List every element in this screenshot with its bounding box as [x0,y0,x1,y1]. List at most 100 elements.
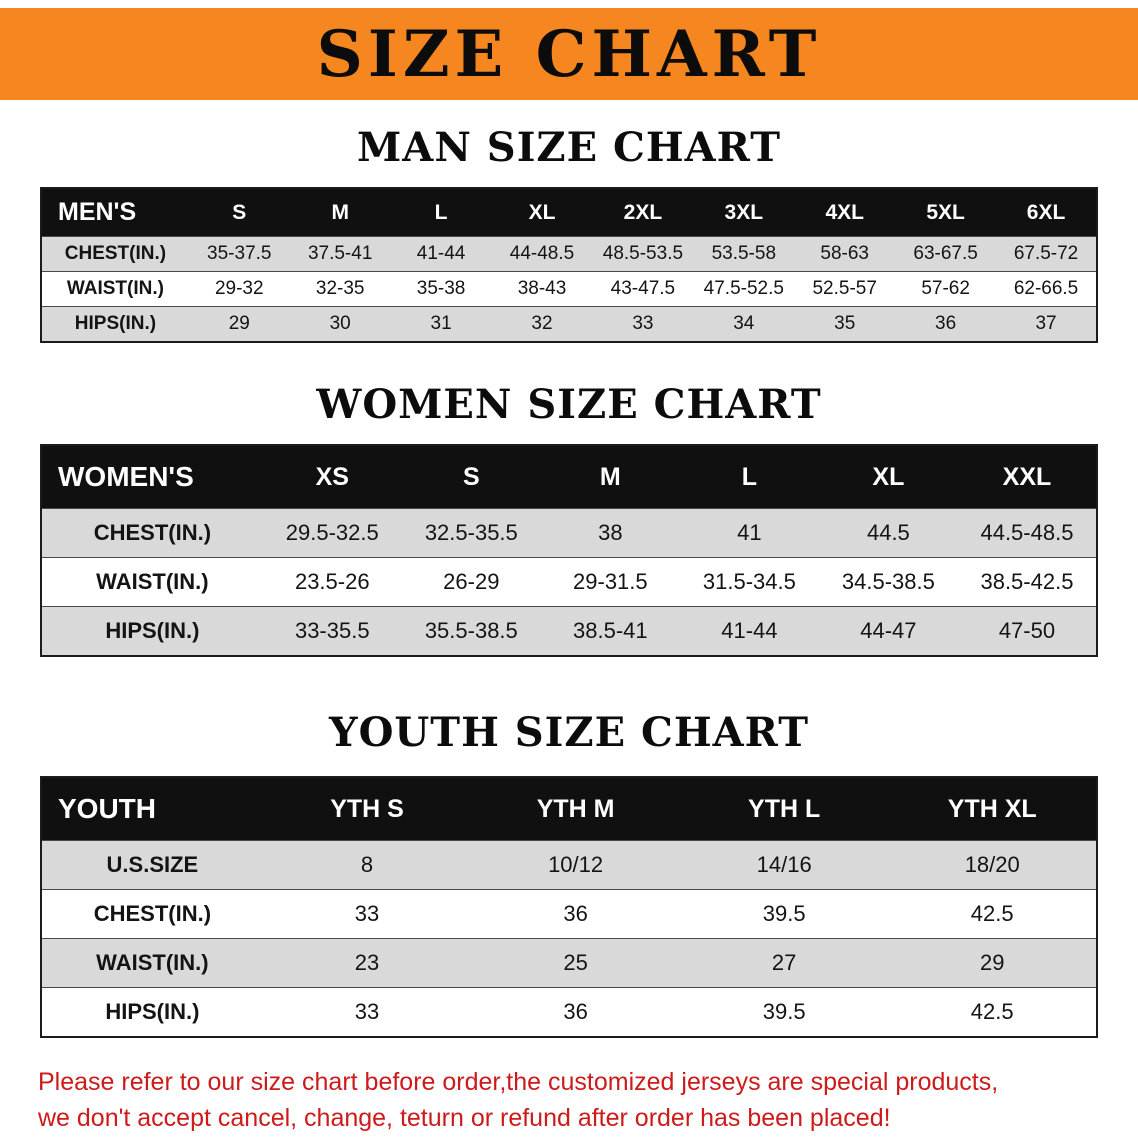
measurement-value-cell: 35-37.5 [188,236,290,272]
measurement-value-cell: 41-44 [679,606,819,657]
measurement-label-cell: WAIST(IN.) [41,271,189,307]
size-column-header: YTH XL [888,777,1097,841]
measurement-value-cell: 37.5-41 [289,236,391,272]
size-column-header: L [679,445,819,509]
size-charts: MAN SIZE CHART MEN'S S M L XL 2XL 3XL 4XL 5XL 6XL… [0,124,1138,1038]
measurement-value-cell: 39.5 [679,889,889,939]
measurement-label-cell: HIPS(IN.) [41,306,189,343]
measurement-value-cell: 14/16 [679,840,889,890]
measurement-value-cell: 41 [679,508,819,558]
order-disclaimer: Please refer to our size chart before or… [38,1064,1118,1137]
measurement-value-cell: 57-62 [895,271,997,307]
youth-size-table: YOUTH YTH S YTH M YTH L YTH XL U.S.SIZE 8 10/12… [40,776,1098,1038]
size-column-header: L [390,188,492,237]
table-title-cell: YOUTH [41,777,263,841]
size-column-header: XL [491,188,593,237]
measurement-value-cell: 35-38 [390,271,492,307]
measurement-value-cell: 47.5-52.5 [693,271,795,307]
measurement-value-cell: 36 [895,306,997,343]
measurement-value-cell: 36 [471,889,680,939]
measurement-label-cell: WAIST(IN.) [41,938,263,988]
header-row: MEN'S S M L XL 2XL 3XL 4XL 5XL 6XL [41,188,1097,237]
measurement-value-cell: 29 [188,306,290,343]
measurement-value-cell: 44.5-48.5 [957,508,1097,558]
measurement-value-cell: 29.5-32.5 [262,508,402,558]
measurement-value-cell: 43-47.5 [592,271,694,307]
measurement-value-cell: 33 [262,889,472,939]
measurement-row: HIPS(IN.) 29 30 31 32 33 34 35 36 37 [41,306,1097,343]
size-column-header: 3XL [693,188,795,237]
measurement-value-cell: 37 [996,306,1097,343]
measurement-value-cell: 33 [592,306,694,343]
measurement-label-cell: CHEST(IN.) [41,236,189,272]
women-section-heading: WOMEN SIZE CHART [316,381,822,428]
measurement-row: HIPS(IN.) 33 36 39.5 42.5 [41,987,1097,1038]
size-chart-banner: SIZE CHART [0,8,1138,100]
table-title-cell: WOMEN'S [41,445,263,509]
measurement-value-cell: 34 [693,306,795,343]
measurement-value-cell: 42.5 [888,889,1097,939]
disclaimer-line-2: we don't accept cancel, change, teturn o… [38,1104,891,1133]
measurement-value-cell: 31.5-34.5 [679,557,819,607]
measurement-value-cell: 35 [794,306,896,343]
measurement-label-cell: HIPS(IN.) [41,606,263,657]
measurement-value-cell: 39.5 [679,987,889,1038]
header-row: WOMEN'S XS S M L XL XXL [41,445,1097,509]
measurement-value-cell: 33 [262,987,472,1038]
youth-section-heading: YOUTH SIZE CHART [329,709,809,756]
measurement-value-cell: 38.5-41 [540,606,680,657]
women-size-section: WOMEN SIZE CHART WOMEN'S XS S M L XL XXL CHEST(… [0,381,1138,657]
youth-size-section: YOUTH SIZE CHART YOUTH YTH S YTH M YTH L YTH… [0,709,1138,1038]
measurement-value-cell: 26-29 [401,557,541,607]
measurement-value-cell: 23 [262,938,472,988]
measurement-value-cell: 48.5-53.5 [592,236,694,272]
measurement-value-cell: 32-35 [289,271,391,307]
disclaimer-line-1: Please refer to our size chart before or… [38,1068,999,1096]
measurement-value-cell: 32 [491,306,593,343]
size-column-header: 5XL [895,188,997,237]
measurement-value-cell: 34.5-38.5 [818,557,958,607]
measurement-value-cell: 53.5-58 [693,236,795,272]
size-column-header: XXL [957,445,1097,509]
measurement-label-cell: WAIST(IN.) [41,557,263,607]
size-column-header: M [289,188,391,237]
measurement-value-cell: 31 [390,306,492,343]
size-column-header: 6XL [996,188,1097,237]
size-column-header: 4XL [794,188,896,237]
measurement-value-cell: 8 [262,840,472,890]
measurement-label-cell: HIPS(IN.) [41,987,263,1038]
measurement-value-cell: 52.5-57 [794,271,896,307]
measurement-value-cell: 58-63 [794,236,896,272]
measurement-value-cell: 44-48.5 [491,236,593,272]
header-row: YOUTH YTH S YTH M YTH L YTH XL [41,777,1097,841]
measurement-row: U.S.SIZE 8 10/12 14/16 18/20 [41,840,1097,890]
measurement-value-cell: 29 [888,938,1097,988]
measurement-value-cell: 29-31.5 [540,557,680,607]
measurement-row: WAIST(IN.) 23.5-26 26-29 29-31.5 31.5-34.5 34… [41,557,1097,607]
measurement-value-cell: 62-66.5 [996,271,1097,307]
measurement-value-cell: 67.5-72 [996,236,1097,272]
measurement-value-cell: 38-43 [491,271,593,307]
size-column-header: YTH S [262,777,472,841]
size-column-header: XS [262,445,402,509]
men-size-table: MEN'S S M L XL 2XL 3XL 4XL 5XL 6XL CHEST(IN.) 35-37… [40,187,1098,343]
size-column-header: S [188,188,290,237]
table-title-cell: MEN'S [41,188,189,237]
measurement-value-cell: 18/20 [888,840,1097,890]
measurement-value-cell: 42.5 [888,987,1097,1038]
measurement-value-cell: 63-67.5 [895,236,997,272]
measurement-row: CHEST(IN.) 29.5-32.5 32.5-35.5 38 41 44.5 44.5… [41,508,1097,558]
banner-title: SIZE CHART [316,16,822,92]
women-size-table: WOMEN'S XS S M L XL XXL CHEST(IN.) 29.5-32.5 32.5… [40,444,1098,657]
measurement-value-cell: 44-47 [818,606,958,657]
measurement-value-cell: 38 [540,508,680,558]
measurement-value-cell: 35.5-38.5 [401,606,541,657]
size-column-header: 2XL [592,188,694,237]
measurement-label-cell: CHEST(IN.) [41,508,263,558]
measurement-value-cell: 33-35.5 [262,606,402,657]
size-column-header: XL [818,445,958,509]
measurement-label-cell: U.S.SIZE [41,840,263,890]
measurement-label-cell: CHEST(IN.) [41,889,263,939]
measurement-value-cell: 30 [289,306,391,343]
measurement-row: HIPS(IN.) 33-35.5 35.5-38.5 38.5-41 41-44 44-… [41,606,1097,657]
